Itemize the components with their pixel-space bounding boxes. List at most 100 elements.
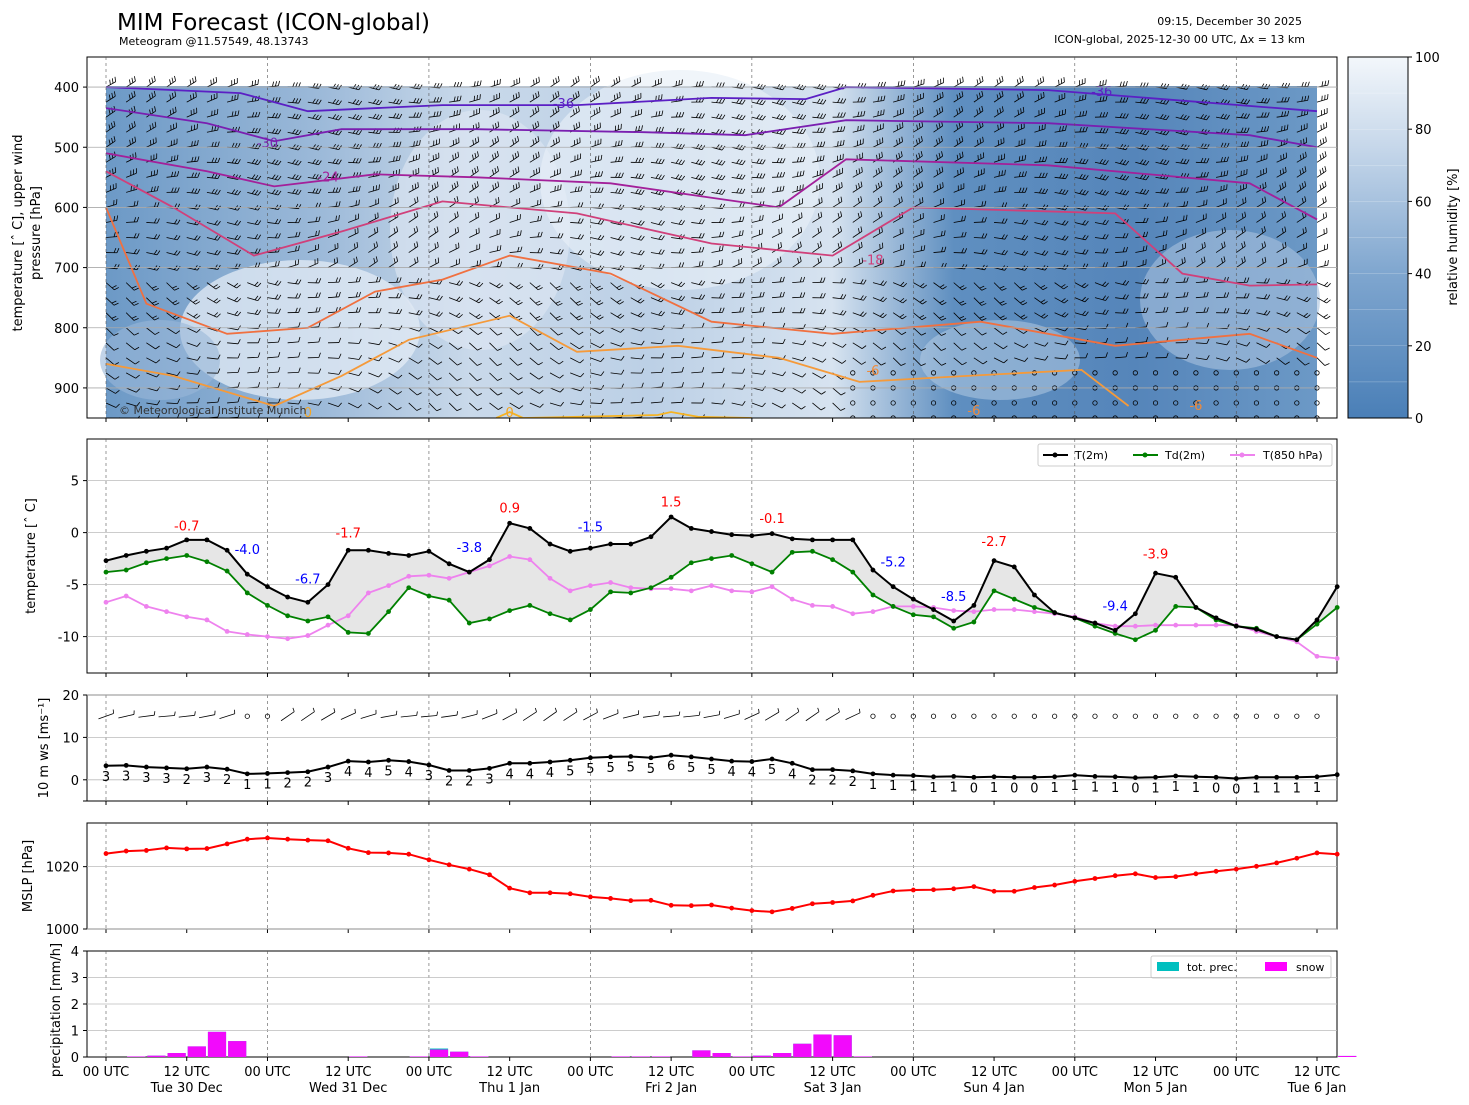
wind-barb-flag [495,299,501,303]
series-point [1334,584,1340,590]
wind-barb-flag [254,190,259,195]
wind-barb [247,100,259,103]
wind-barb-flag [900,181,903,187]
wind-barb-flag [476,281,481,286]
wind-barb-flag [799,99,804,105]
wind-barb-flag [981,105,984,111]
wind-barb [388,387,398,395]
wind-barb-flag [580,372,585,378]
wind-barb-flag [414,198,416,204]
wind-barb-flag [878,213,881,219]
wind-barb-flag [476,260,479,266]
wind-barb-flag [620,236,625,241]
wind-barb [126,387,137,393]
wind-barb-flag [857,197,860,203]
wind-barb [610,327,621,333]
wind-barb [630,222,642,226]
precip-ylabel: precipitation [mm/h] [49,943,64,1077]
wind-barb [509,110,520,118]
wind-barb-flag [842,343,847,348]
wind-barb-flag [231,189,236,194]
wind-barb-flag [453,110,455,116]
mslp-point [1274,860,1280,866]
wind-barb [186,357,198,361]
series-point [547,541,553,547]
wind-barb-flag [254,127,258,133]
wind-barb [711,101,723,104]
wind-barb-flag [535,78,538,84]
wind-barb-flag [641,368,645,374]
wind-barb [913,217,924,223]
wind-barb-flag [739,292,742,298]
wind-barb-flag [292,159,296,164]
wind-barb [529,282,539,291]
series-point [567,588,573,594]
wind-barb-flag [512,169,515,175]
wind-barb-flag [837,141,839,147]
series-point [466,569,472,575]
wind-value-label: 4 [405,766,413,781]
wind-barb-flag [477,136,480,142]
wind-barb-flag [136,249,140,255]
wind-barb-flag [936,154,939,160]
wind-barb-flag [557,105,560,111]
wind-barb [610,297,620,305]
series-point [729,532,735,538]
wind-barb-flag [999,123,1002,129]
wind-barb [993,142,1005,148]
wind-y-tick-label: 0 [71,774,79,789]
wind-barb-flag [799,241,802,247]
wind-barb-flag [257,160,262,165]
wind-barb [751,417,753,418]
wind-barb [570,222,582,224]
wind-barb [913,140,923,148]
wind-barb-flag [478,315,483,320]
wind-barb [267,251,279,253]
wind-barb [509,282,519,290]
wind-barb-flag [397,391,402,395]
wind-barb-flag [517,230,519,236]
wind-barb [125,372,136,379]
wind-barb-flag [1045,188,1049,194]
wind-barb-flag [782,322,786,328]
precip-y-tick-label: 0 [71,1051,79,1066]
wind-value-label: 1 [1050,781,1058,796]
wind-barb [509,297,519,306]
mslp-point [1173,874,1179,880]
wind-barb-flag [419,98,423,104]
wind-barb-flag [176,154,179,160]
wind-barb-flag [197,251,201,256]
wind-barb-flag [923,245,926,251]
wind-barb-flag [961,347,967,351]
series-point [1032,605,1037,610]
series-point [830,604,835,609]
wind-barb-flag [843,310,847,316]
wind-barb-flag [552,94,555,100]
wind-barb-flag [152,315,157,319]
wind-barb-flag [277,129,282,135]
wind-barb [953,95,964,103]
wind-barb-flag [921,332,927,336]
wind-barb [1054,207,1066,211]
wind-barb-flag [396,99,400,104]
wind-barb [348,204,359,208]
wind-barb-flag [535,92,537,98]
wind-barb [953,342,963,351]
wind-barb-flag [176,266,181,271]
wind-barb-flag [355,114,360,120]
wind-barb-flag [941,246,944,252]
wind-barb-flag [191,188,195,194]
wind-barb [146,190,158,193]
series-point [487,557,492,563]
wind-barb [287,264,299,268]
wind-barb [348,311,360,314]
wind-barb-flag [698,261,701,267]
wind-barb-flag [658,220,662,225]
wind-barb-flag [641,205,645,211]
wind-barb [146,357,157,364]
wind-barb-flag [398,358,403,363]
wind-barb [953,171,964,178]
series-point [345,630,351,635]
wind-barb-flag [399,141,402,147]
wind-barb [771,218,783,223]
